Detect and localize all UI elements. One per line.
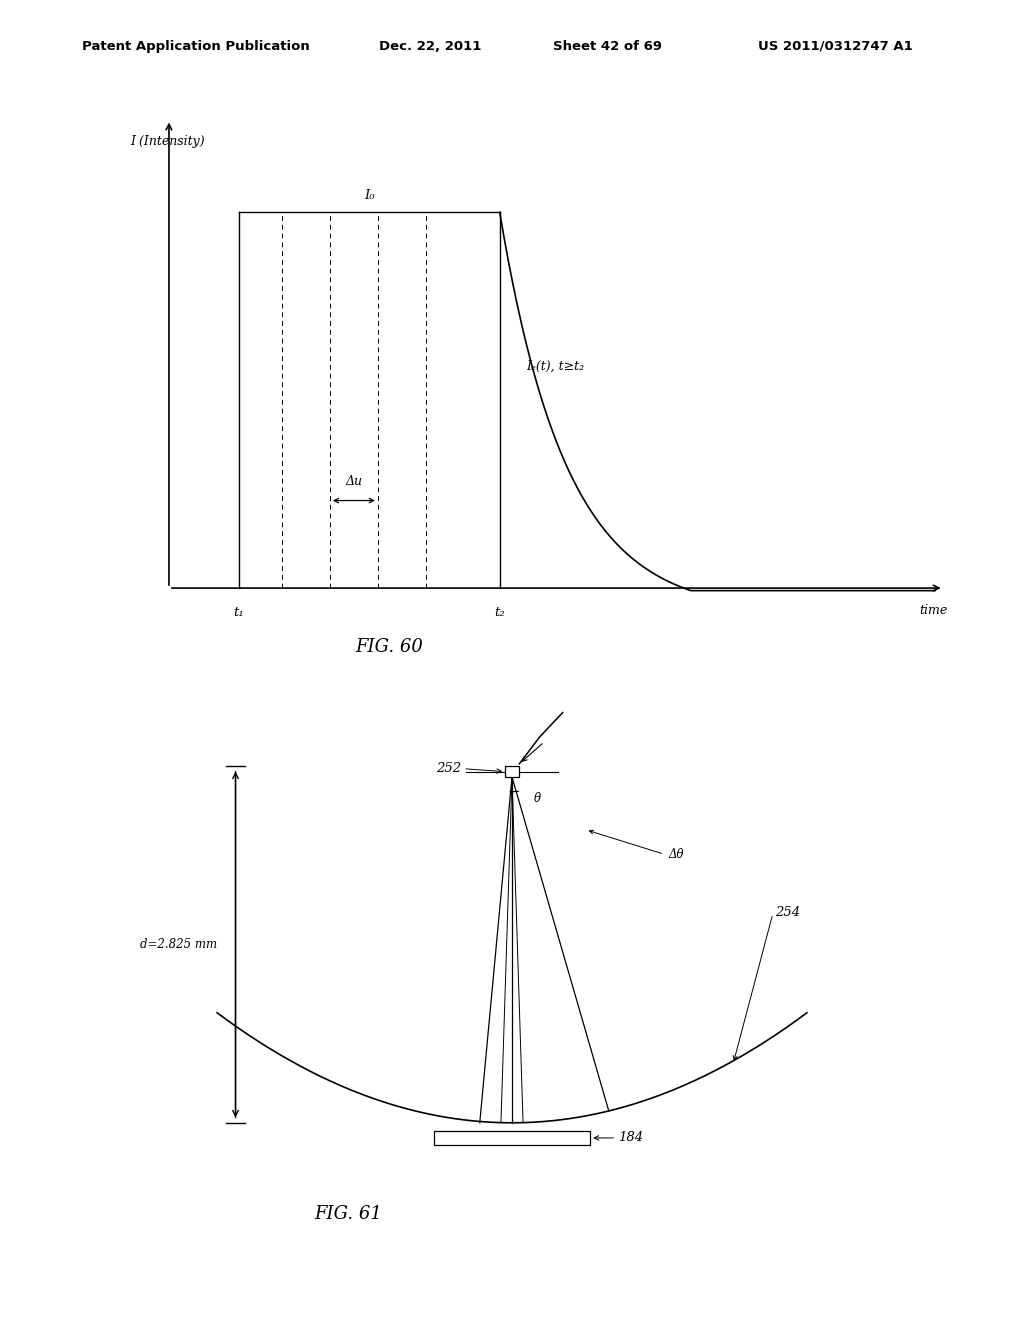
Text: Dec. 22, 2011: Dec. 22, 2011 bbox=[379, 40, 481, 53]
Text: Δu: Δu bbox=[345, 475, 362, 487]
Bar bbox=[505, 766, 519, 777]
Text: 184: 184 bbox=[618, 1131, 643, 1144]
Text: FIG. 60: FIG. 60 bbox=[355, 638, 423, 656]
Text: FIG. 61: FIG. 61 bbox=[314, 1205, 382, 1224]
Text: Iₑ(t), t≥t₂: Iₑ(t), t≥t₂ bbox=[526, 360, 584, 374]
Text: time: time bbox=[920, 603, 948, 616]
Text: Δθ: Δθ bbox=[669, 847, 684, 861]
Text: Sheet 42 of 69: Sheet 42 of 69 bbox=[553, 40, 662, 53]
Bar bbox=[434, 1131, 590, 1144]
Text: θ: θ bbox=[535, 792, 542, 805]
Text: I₀: I₀ bbox=[364, 189, 375, 202]
Text: t₂: t₂ bbox=[495, 606, 505, 619]
Text: I (Intensity): I (Intensity) bbox=[130, 135, 205, 148]
Text: US 2011/0312747 A1: US 2011/0312747 A1 bbox=[758, 40, 912, 53]
Text: 254: 254 bbox=[775, 907, 800, 919]
Text: d=2.825 mm: d=2.825 mm bbox=[140, 939, 217, 950]
Text: Patent Application Publication: Patent Application Publication bbox=[82, 40, 309, 53]
Text: 252: 252 bbox=[436, 762, 462, 775]
Text: t₁: t₁ bbox=[233, 606, 244, 619]
